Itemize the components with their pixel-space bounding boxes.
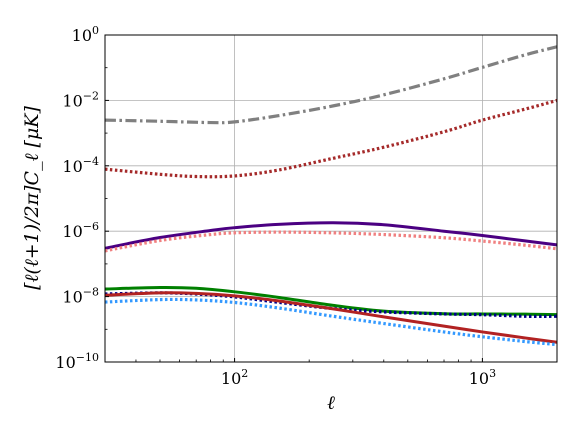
series-group <box>105 45 557 347</box>
y-tick-label: 100 <box>72 24 99 45</box>
y-tick-label: 10−2 <box>62 89 99 110</box>
x-axis-label: ℓ <box>327 392 335 414</box>
series-line-2 <box>105 98 557 179</box>
series-line-8 <box>105 297 557 347</box>
y-tick-label: 10−8 <box>62 286 99 307</box>
y-axis-label: [ℓ(ℓ+1)/2π]C_ℓ [μK] <box>21 106 43 290</box>
x-tick-label: 103 <box>469 367 496 388</box>
series-line-4 <box>105 230 557 253</box>
series-line-7 <box>105 291 557 344</box>
y-tick-label: 10−10 <box>55 351 99 372</box>
y-tick-label: 10−4 <box>62 155 99 176</box>
y-tick-label: 10−6 <box>62 220 99 241</box>
y-axis: 100 10−2 10−4 10−6 10−8 10−10 <box>55 24 109 372</box>
x-axis: 102 103 <box>104 358 558 388</box>
series-line-3 <box>105 221 557 250</box>
x-tick-label: 102 <box>221 367 248 388</box>
series-line-1 <box>105 45 557 125</box>
